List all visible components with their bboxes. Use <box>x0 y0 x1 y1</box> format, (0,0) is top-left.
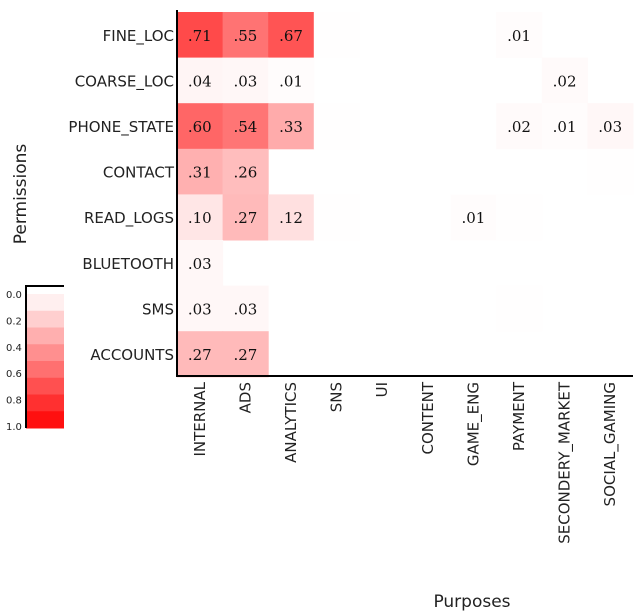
heatmap-cell <box>177 194 224 241</box>
cell-value-label: .04 <box>188 72 212 90</box>
heatmap-cell <box>313 194 360 241</box>
cell-value-label: .01 <box>279 72 303 90</box>
row-label: FINE_LOC <box>103 27 174 46</box>
heatmap-cell <box>496 12 543 59</box>
heatmap-cell <box>222 103 269 150</box>
heatmap-value-labels: .71 .55 .67 .01 .04 .03 .01 .02 .60 .54 .33 .02 .01.… <box>188 27 622 364</box>
row-label: CONTACT <box>103 164 175 182</box>
heatmap-cell <box>587 148 634 195</box>
heatmap-cell <box>268 103 315 150</box>
color-scale-legend: 0.0 0.2 0.4 0.6 0.8 1.0 <box>6 285 64 433</box>
heatmap-cell <box>177 331 224 378</box>
cell-value-label: .33 <box>279 118 303 136</box>
cell-value-label: .03 <box>188 255 212 273</box>
heatmap-cell <box>268 194 315 241</box>
cell-value-label: .03 <box>598 118 622 136</box>
legend-axis <box>25 285 64 428</box>
column-label: UI <box>373 382 391 397</box>
heatmap-cell <box>496 194 543 241</box>
heatmap-cell <box>177 57 224 104</box>
cell-value-label: .02 <box>507 118 531 136</box>
column-label: SOCIAL_GAMING <box>601 382 620 506</box>
legend-tick-label: 0.8 <box>6 396 22 407</box>
heatmap-cell <box>541 57 588 104</box>
cell-value-label: .27 <box>188 346 212 364</box>
legend-tick-label: 0.2 <box>6 316 22 327</box>
row-label: READ_LOGS <box>84 209 174 228</box>
legend-swatch <box>26 310 64 328</box>
row-label: COARSE_LOC <box>75 72 174 91</box>
heatmap-cell <box>313 12 360 59</box>
heatmap-axes <box>176 10 633 377</box>
heatmap-cell <box>177 148 224 195</box>
column-label: INTERNAL <box>191 381 209 456</box>
legend-tick-label: 0.0 <box>6 290 22 301</box>
cell-value-label: .67 <box>279 27 303 45</box>
cell-value-label: .03 <box>233 72 257 90</box>
legend-swatch <box>26 394 64 412</box>
heatmap-cell <box>222 331 269 378</box>
heatmap-cell <box>222 12 269 59</box>
heatmap-cell <box>222 148 269 195</box>
y-axis-title: Permissions <box>11 144 31 245</box>
column-label: PAYMENT <box>510 381 528 451</box>
column-labels: INTERNAL ADS ANALYTICS SNS UI CONTENT GAME_ENG… <box>191 381 620 544</box>
cell-value-label: .27 <box>233 209 257 227</box>
legend-swatch <box>26 294 64 312</box>
legend-tick-label: 1.0 <box>6 422 22 433</box>
cell-value-label: .55 <box>233 27 257 45</box>
heatmap-cell <box>496 285 543 332</box>
heatmap-cell <box>222 194 269 241</box>
column-label: SNS <box>328 382 346 412</box>
heatmap-cell <box>177 12 224 59</box>
cell-value-label: .26 <box>233 164 257 182</box>
column-label: ANALYTICS <box>282 382 300 463</box>
heatmap-cell <box>541 103 588 150</box>
column-label: GAME_ENG <box>464 382 483 466</box>
legend-tick-label: 0.4 <box>6 343 22 354</box>
cell-value-label: .71 <box>188 27 212 45</box>
cell-value-label: .31 <box>188 164 212 182</box>
cell-value-label: .01 <box>553 118 577 136</box>
heatmap-cell <box>268 12 315 59</box>
row-label: PHONE_STATE <box>68 118 174 137</box>
legend-tick-label: 0.6 <box>6 369 22 380</box>
x-axis-title: Purposes <box>433 592 510 612</box>
row-label: BLUETOOTH <box>82 255 174 273</box>
cell-value-label: .10 <box>188 209 212 227</box>
heatmap-cell <box>177 103 224 150</box>
cell-value-label: .01 <box>461 209 485 227</box>
cell-value-label: .03 <box>188 300 212 318</box>
cell-value-label: .02 <box>553 72 577 90</box>
heatmap-cell <box>222 285 269 332</box>
legend-swatch <box>26 344 64 362</box>
row-label: ACCOUNTS <box>90 346 174 364</box>
heatmap-cell <box>177 240 224 287</box>
column-label: ADS <box>236 382 254 413</box>
heatmap-cell <box>450 194 497 241</box>
cell-value-label: .01 <box>507 27 531 45</box>
legend-swatch <box>26 377 64 395</box>
heatmap-cell <box>496 103 543 150</box>
legend-swatch <box>26 327 64 345</box>
heatmap-cells <box>177 12 634 378</box>
column-label: SECONDERY_MARKET <box>556 381 575 544</box>
legend-swatch <box>26 361 64 379</box>
heatmap-cell <box>313 103 360 150</box>
heatmap-cell <box>222 57 269 104</box>
cell-value-label: .12 <box>279 209 303 227</box>
heatmap-cell <box>587 103 634 150</box>
row-label: SMS <box>142 300 174 318</box>
row-labels: FINE_LOC COARSE_LOC PHONE_STATE CONTACT READ… <box>68 27 174 364</box>
heatmap-cell <box>268 57 315 104</box>
cell-value-label: .60 <box>188 118 212 136</box>
legend-swatch <box>26 411 64 429</box>
cell-value-label: .03 <box>233 300 257 318</box>
cell-value-label: .27 <box>233 346 257 364</box>
column-label: CONTENT <box>419 381 437 454</box>
heatmap-cell <box>177 285 224 332</box>
cell-value-label: .54 <box>233 118 257 136</box>
